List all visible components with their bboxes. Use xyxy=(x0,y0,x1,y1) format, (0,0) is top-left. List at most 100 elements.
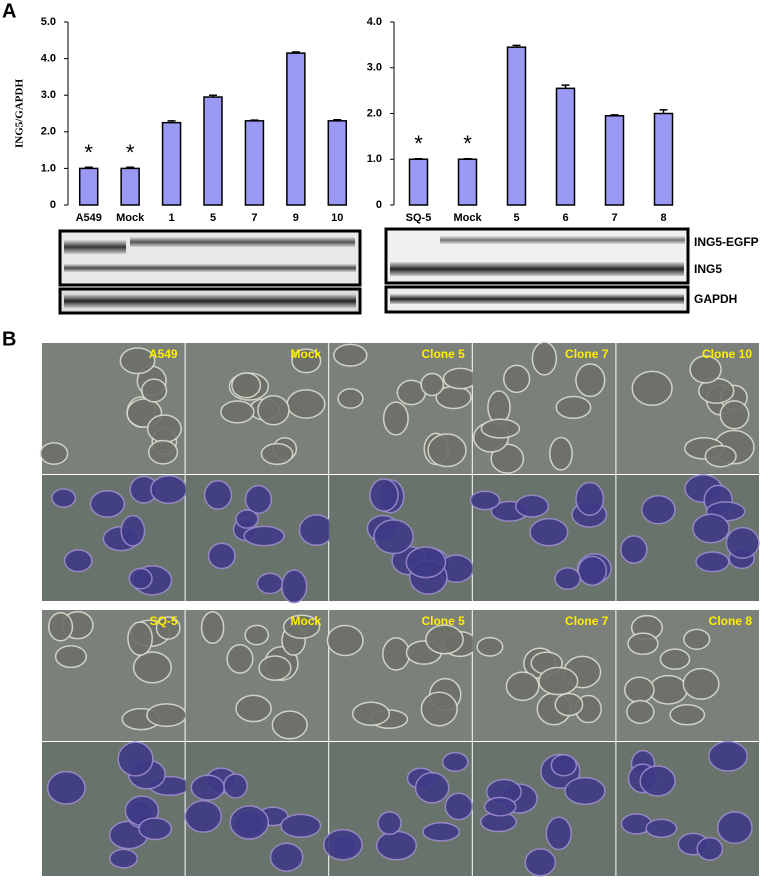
y-tick-label: 1.0 xyxy=(367,153,382,165)
bar xyxy=(78,167,99,206)
cell xyxy=(422,822,460,842)
cell xyxy=(515,494,550,518)
cell xyxy=(117,741,154,777)
cell xyxy=(260,442,294,465)
cell xyxy=(575,481,605,516)
cell xyxy=(382,637,411,671)
cell xyxy=(476,636,504,657)
panel-label: A xyxy=(2,0,16,22)
annotation: * xyxy=(463,131,472,156)
cell xyxy=(669,704,706,726)
cell xyxy=(322,828,363,861)
cell xyxy=(725,526,760,559)
bar xyxy=(203,96,223,206)
cell xyxy=(256,572,284,595)
bar xyxy=(604,115,625,206)
cell xyxy=(280,813,322,839)
cell xyxy=(332,343,368,367)
cell xyxy=(708,740,748,772)
bar xyxy=(653,112,674,206)
western-blot xyxy=(58,229,362,315)
cell xyxy=(286,389,326,419)
y-tick-label: 0 xyxy=(376,199,382,211)
cell xyxy=(704,444,737,468)
cell xyxy=(244,624,270,646)
cell xyxy=(577,555,608,587)
cell xyxy=(226,644,254,674)
cell xyxy=(220,400,255,424)
x-tick-label: SQ-5 xyxy=(406,212,432,224)
cell xyxy=(120,514,146,547)
cell xyxy=(89,490,126,518)
annotation: * xyxy=(414,131,423,156)
cell xyxy=(223,773,248,799)
cell xyxy=(529,517,569,547)
y-tick-label: 1.0 xyxy=(41,162,56,174)
bar xyxy=(327,120,348,206)
image-label: Clone 7 xyxy=(565,347,609,361)
error-bar xyxy=(126,166,135,169)
annotation: * xyxy=(84,140,93,165)
panel-label: B xyxy=(2,328,16,350)
error-bar xyxy=(561,84,570,89)
cell xyxy=(427,433,467,468)
cell xyxy=(483,796,517,817)
x-tick-label: 9 xyxy=(293,212,299,224)
image-label: Clone 7 xyxy=(565,614,609,628)
x-tick-label: 1 xyxy=(169,212,175,224)
cell xyxy=(47,611,74,642)
cell xyxy=(405,546,447,579)
cell xyxy=(420,691,458,727)
cell xyxy=(373,519,414,555)
cell xyxy=(147,439,179,465)
y-tick-label: 3.0 xyxy=(41,89,56,101)
cell xyxy=(258,655,292,681)
bar xyxy=(120,167,140,206)
image-label: SQ-5 xyxy=(150,614,178,628)
image-label: Mock xyxy=(291,614,322,628)
cell xyxy=(444,792,474,821)
cell xyxy=(503,364,531,394)
cell xyxy=(229,805,270,840)
cell xyxy=(128,567,153,590)
y-tick-label: 5.0 xyxy=(41,16,56,28)
x-tick-label: 5 xyxy=(513,212,519,224)
error-bar xyxy=(291,51,300,54)
bar xyxy=(555,87,576,206)
x-tick-label: 5 xyxy=(210,212,216,224)
cell xyxy=(382,401,409,436)
cell xyxy=(626,699,655,725)
cell xyxy=(505,671,540,702)
y-tick-label: 4.0 xyxy=(41,53,56,65)
cell xyxy=(469,490,501,511)
cell xyxy=(531,341,558,376)
cell xyxy=(203,480,233,510)
cell xyxy=(127,621,153,656)
cell xyxy=(645,818,678,839)
y-tick-label: 3.0 xyxy=(367,62,382,74)
cell xyxy=(63,549,93,573)
cell xyxy=(716,811,753,845)
x-tick-label: 7 xyxy=(251,212,257,224)
cell xyxy=(639,765,676,797)
error-bar xyxy=(84,166,93,169)
cell xyxy=(442,367,478,390)
cell xyxy=(54,645,88,669)
cell xyxy=(377,811,402,836)
cell xyxy=(696,836,724,861)
bar xyxy=(161,121,182,206)
cell xyxy=(623,676,655,704)
cell xyxy=(550,754,578,777)
blot-label: GAPDH xyxy=(694,292,737,306)
x-tick-label: 10 xyxy=(331,212,343,224)
cell xyxy=(549,436,573,471)
image-label: Clone 5 xyxy=(421,614,465,628)
cell xyxy=(281,569,308,604)
cell xyxy=(545,816,572,851)
cell xyxy=(291,348,322,374)
western-blot xyxy=(384,227,690,314)
bar xyxy=(506,46,527,206)
cell xyxy=(414,771,450,804)
blot-label: ING5 xyxy=(694,262,722,276)
cell xyxy=(351,701,391,727)
